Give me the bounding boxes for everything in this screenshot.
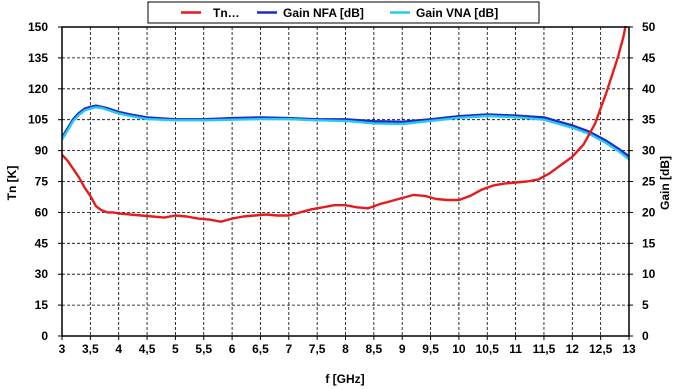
right-tick-label: 50 xyxy=(642,20,656,34)
left-tick-label: 135 xyxy=(28,51,48,65)
series-line-gain-vna xyxy=(62,106,629,161)
series-line-tn xyxy=(62,26,627,223)
left-tick-label: 30 xyxy=(35,267,49,281)
x-tick-label: 3,5 xyxy=(82,342,99,356)
grid xyxy=(62,27,629,336)
right-tick-label: 5 xyxy=(642,298,649,312)
right-tick-label: 20 xyxy=(642,205,656,219)
x-tick-label: 8 xyxy=(342,342,349,356)
left-tick-label: 75 xyxy=(35,175,49,189)
left-axis-label: Tn [K] xyxy=(5,166,19,201)
left-tick-label: 120 xyxy=(28,82,48,96)
x-tick-label: 6 xyxy=(229,342,236,356)
x-tick-label: 6,5 xyxy=(252,342,269,356)
left-tick-label: 105 xyxy=(28,113,48,127)
legend: Tn… Gain NFA [dB] Gain VNA [dB] xyxy=(147,1,540,24)
right-tick-label: 25 xyxy=(642,175,656,189)
legend-label-tn: Tn… xyxy=(213,6,240,20)
series-layer xyxy=(62,26,629,223)
right-tick-label: 35 xyxy=(642,113,656,127)
right-tick-label: 10 xyxy=(642,267,656,281)
x-tick-label: 5,5 xyxy=(195,342,212,356)
right-tick-label: 15 xyxy=(642,236,656,250)
right-tick-label: 45 xyxy=(642,51,656,65)
x-tick-label: 5 xyxy=(172,342,179,356)
left-tick-label: 15 xyxy=(35,298,49,312)
right-axis-label: Gain [dB] xyxy=(658,156,672,210)
x-tick-label: 11 xyxy=(509,342,522,356)
legend-label-gain-vna: Gain VNA [dB] xyxy=(416,6,498,20)
series-line-gain-nfa xyxy=(62,104,629,159)
x-axis-label: f [GHz] xyxy=(325,372,364,386)
legend-label-gain-nfa: Gain NFA [dB] xyxy=(283,6,364,20)
x-axis-ticks: 3 3,5 4 4,5 5 5,5 6 6,5 7 7,5 8 8,5 9 9,5 10 10,5 11 11,5… xyxy=(59,336,636,356)
x-tick-label: 10 xyxy=(452,342,466,356)
x-tick-label: 12,5 xyxy=(589,342,613,356)
left-tick-label: 150 xyxy=(28,20,48,34)
right-tick-label: 40 xyxy=(642,82,656,96)
right-axis-ticks: 0 5 10 15 20 25 30 35 40 45 50 xyxy=(629,20,656,343)
left-tick-label: 60 xyxy=(35,205,49,219)
right-tick-label: 0 xyxy=(642,329,649,343)
x-tick-label: 9,5 xyxy=(422,342,439,356)
x-tick-label: 11,5 xyxy=(533,342,556,356)
x-tick-label: 4,5 xyxy=(139,342,156,356)
x-tick-label: 4 xyxy=(115,342,122,356)
left-tick-label: 90 xyxy=(35,144,49,158)
x-tick-label: 9 xyxy=(399,342,406,356)
x-tick-label: 13 xyxy=(622,342,636,356)
x-tick-label: 7 xyxy=(285,342,292,356)
x-tick-label: 7,5 xyxy=(309,342,326,356)
legend-box xyxy=(147,1,540,24)
left-tick-label: 45 xyxy=(35,236,49,250)
left-axis-ticks: 0 15 30 45 60 75 90 105 120 135 150 xyxy=(28,20,62,343)
x-tick-label: 12 xyxy=(566,342,580,356)
x-tick-label: 10,5 xyxy=(476,342,500,356)
left-tick-label: 0 xyxy=(41,329,48,343)
x-tick-label: 3 xyxy=(59,342,66,356)
x-tick-label: 8,5 xyxy=(366,342,383,356)
right-tick-label: 30 xyxy=(642,144,656,158)
